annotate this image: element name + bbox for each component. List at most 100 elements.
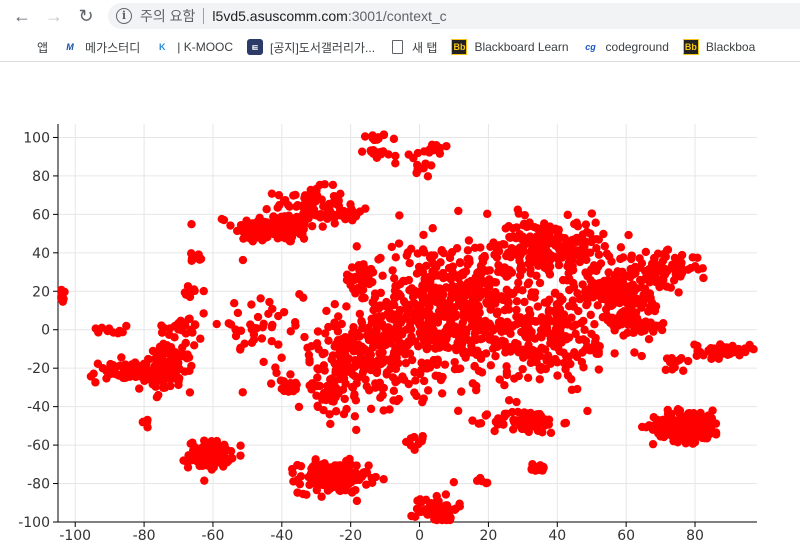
data-point xyxy=(674,425,684,434)
bookmark-megastudy[interactable]: M 메가스터디 xyxy=(62,39,140,56)
data-point xyxy=(419,294,428,303)
data-point xyxy=(286,327,295,336)
data-point xyxy=(495,375,504,384)
data-point xyxy=(648,439,658,449)
data-point xyxy=(91,378,100,387)
forward-button[interactable]: → xyxy=(42,4,66,28)
data-point xyxy=(174,363,183,372)
data-point xyxy=(483,266,492,275)
bookmark-codeground[interactable]: cg codeground xyxy=(583,39,669,55)
data-point xyxy=(157,365,166,375)
bookmark-blackboard[interactable]: Bb Blackboard Learn xyxy=(451,39,569,55)
data-point xyxy=(355,266,364,275)
data-point xyxy=(391,159,400,168)
data-point xyxy=(467,341,476,351)
data-point xyxy=(413,249,423,258)
data-point xyxy=(185,388,195,397)
blackboard-icon: Bb xyxy=(451,39,468,55)
data-point xyxy=(537,236,547,245)
data-point xyxy=(331,407,341,416)
data-point xyxy=(649,327,658,336)
data-point xyxy=(314,212,323,221)
data-point xyxy=(396,339,405,348)
data-point xyxy=(516,264,525,274)
bookmark-new-tab[interactable]: 새 탭 xyxy=(389,39,437,56)
data-point xyxy=(246,219,256,228)
data-point xyxy=(481,349,491,358)
data-point xyxy=(625,298,634,307)
data-point xyxy=(499,420,508,429)
bookmark-notice[interactable]: ㅌ [공지]도서갤러리가... xyxy=(247,39,375,56)
bookmark-blackboard-2[interactable]: Bb Blackboa xyxy=(682,39,755,55)
data-point xyxy=(628,310,638,320)
data-point xyxy=(419,335,429,344)
bookmark-apps[interactable]: 앱 xyxy=(14,39,48,56)
data-point xyxy=(692,351,701,360)
data-point xyxy=(458,270,468,280)
data-point xyxy=(339,462,348,472)
back-button[interactable]: ← xyxy=(10,4,34,28)
data-point xyxy=(415,328,424,337)
data-point xyxy=(710,344,719,353)
data-point xyxy=(568,256,577,265)
kmooc-icon: K xyxy=(159,42,166,52)
data-point xyxy=(315,180,325,190)
data-point xyxy=(313,373,322,382)
data-point xyxy=(269,212,278,222)
data-point xyxy=(549,306,559,316)
data-point xyxy=(419,376,429,386)
y-tick-label: 60 xyxy=(32,207,50,223)
data-point xyxy=(515,313,525,322)
bookmark-kmooc[interactable]: K | K-MOOC xyxy=(154,39,233,55)
data-point xyxy=(502,304,511,314)
data-point xyxy=(406,301,415,310)
data-point xyxy=(711,430,721,439)
data-point xyxy=(434,290,444,299)
data-point xyxy=(440,360,450,369)
data-point xyxy=(345,454,354,464)
data-point xyxy=(509,417,519,427)
data-point xyxy=(361,375,370,384)
data-point xyxy=(428,267,437,276)
data-point xyxy=(436,271,445,280)
data-point xyxy=(401,358,411,368)
data-point xyxy=(313,327,323,336)
data-point xyxy=(576,318,586,328)
y-tick-label: -80 xyxy=(27,477,50,493)
data-point xyxy=(490,277,499,287)
reload-button[interactable]: ↻ xyxy=(74,4,98,28)
data-point xyxy=(91,324,100,333)
data-point xyxy=(531,317,541,326)
data-point xyxy=(502,370,512,380)
data-point xyxy=(468,379,478,388)
data-point xyxy=(581,220,591,229)
data-point xyxy=(589,342,598,351)
address-bar[interactable]: i 주의 요함 l5vd5.asuscomm.com:3001/context_… xyxy=(108,3,800,29)
data-point xyxy=(349,347,359,356)
data-point xyxy=(185,314,194,323)
data-point xyxy=(350,390,359,399)
data-point xyxy=(299,293,308,302)
info-icon[interactable]: i xyxy=(116,8,132,24)
data-point xyxy=(427,326,437,335)
data-point xyxy=(421,342,431,352)
data-point xyxy=(268,304,277,314)
data-point xyxy=(343,356,353,365)
data-point xyxy=(382,370,391,379)
data-point xyxy=(175,373,184,383)
data-point xyxy=(567,385,577,395)
data-point xyxy=(489,297,498,307)
data-point xyxy=(568,322,577,331)
data-point xyxy=(508,232,518,241)
bookmark-label: 새 탭 xyxy=(412,40,438,55)
data-point xyxy=(362,346,371,355)
data-point xyxy=(569,282,579,292)
data-point xyxy=(254,229,263,238)
data-point xyxy=(532,410,542,419)
data-point xyxy=(364,354,374,363)
data-point xyxy=(688,253,697,262)
data-point xyxy=(571,249,581,258)
data-point xyxy=(322,381,332,391)
data-point xyxy=(102,374,111,383)
data-point xyxy=(187,219,196,229)
